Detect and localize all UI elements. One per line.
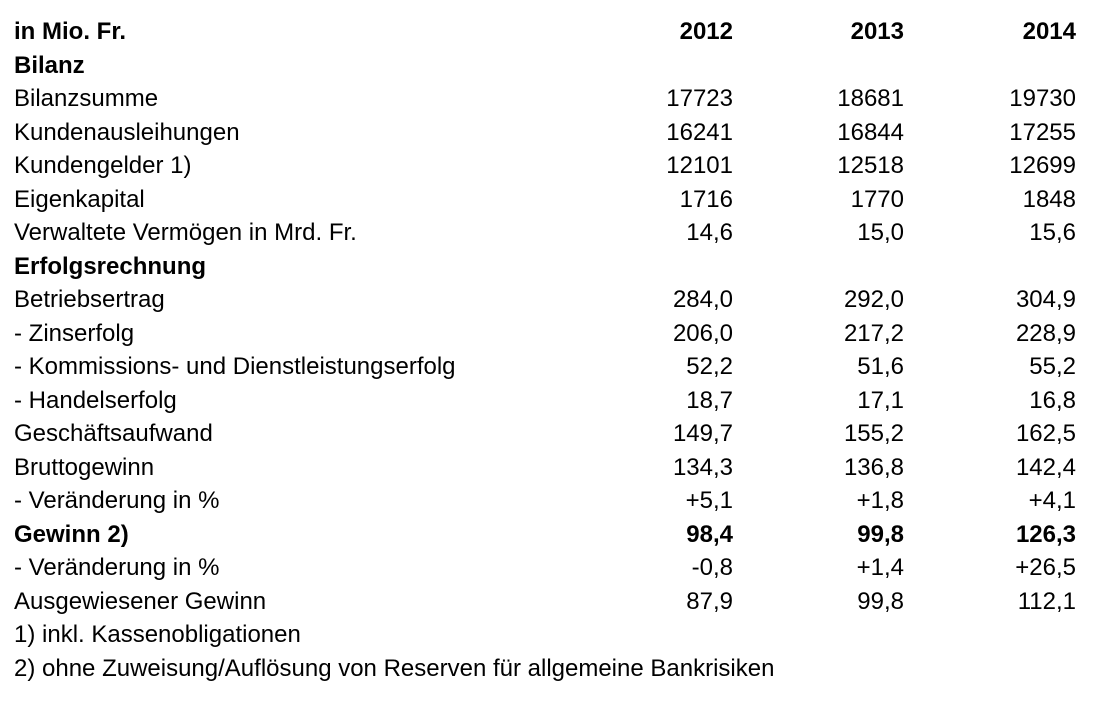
footnote-1: 1) inkl. Kassenobligationen — [14, 621, 301, 648]
value-cell-2014: 17255 — [1009, 118, 1076, 146]
value-cell-2013: 17,1 — [857, 386, 904, 414]
value-cell-2013: 99,8 — [857, 520, 904, 548]
section-header-row: Bilanz — [14, 49, 1076, 83]
value-cell-2012: 16241 — [666, 118, 733, 146]
row-label: - Handelserfolg — [14, 386, 177, 414]
value-cell-2012: 1716 — [679, 185, 733, 213]
value-cell-2012: 52,2 — [686, 353, 733, 381]
value-cell-2014: +26,5 — [1015, 554, 1076, 582]
row-label: Kundengelder 1) — [14, 152, 192, 180]
table-row: Gewinn 2) 98,4 99,8 126,3 — [14, 518, 1076, 552]
year-header-2013: 2013 — [850, 18, 904, 46]
value-cell-2014: +4,1 — [1028, 487, 1076, 515]
value-cell-2014: 112,1 — [1017, 587, 1076, 615]
table-row: - Zinserfolg 206,0 217,2 228,9 — [14, 317, 1076, 351]
value-cell-2013: 51,6 — [857, 353, 904, 381]
unit-label: in Mio. Fr. — [14, 18, 126, 46]
value-cell-2012 — [562, 250, 733, 284]
year-header-2012: 2012 — [679, 18, 733, 46]
row-label: Eigenkapital — [14, 185, 145, 213]
row-label: Bilanzsumme — [14, 85, 159, 113]
value-cell-2013 — [733, 49, 904, 83]
table-row: Eigenkapital 1716 1770 1848 — [14, 183, 1076, 217]
value-cell-2014: 142,4 — [1015, 453, 1076, 481]
value-cell-2013: 1770 — [850, 185, 904, 213]
value-cell-2012: 87,9 — [686, 587, 733, 615]
value-cell-2012: -0,8 — [691, 554, 733, 582]
table-row: Ausgewiesener Gewinn 87,9 99,8 112,1 — [14, 585, 1076, 619]
value-cell-2013: 155,2 — [843, 420, 904, 448]
row-label: Bruttogewinn — [14, 453, 155, 481]
row-label: Verwaltete Vermögen in Mrd. Fr. — [14, 219, 357, 247]
value-cell-2014: 16,8 — [1029, 386, 1076, 414]
value-cell-2012: 18,7 — [686, 386, 733, 414]
row-label: - Kommissions- und Dienstleistungserfolg — [14, 353, 456, 381]
header-row: in Mio. Fr. 2012 2013 2014 — [14, 15, 1076, 49]
value-cell-2014 — [904, 250, 1076, 284]
value-cell-2012: 17723 — [666, 85, 733, 113]
section-title: Bilanz — [14, 51, 85, 79]
value-cell-2014: 304,9 — [1015, 286, 1076, 314]
value-cell-2013: 16844 — [837, 118, 904, 146]
table-row: - Veränderung in % +5,1 +1,8 +4,1 — [14, 484, 1076, 518]
value-cell-2012 — [562, 49, 733, 83]
value-cell-2013: 18681 — [837, 85, 904, 113]
value-cell-2012: 14,6 — [686, 219, 733, 247]
value-cell-2013: 136,8 — [843, 453, 904, 481]
value-cell-2013: 292,0 — [843, 286, 904, 314]
value-cell-2014: 12699 — [1009, 152, 1076, 180]
financial-table: in Mio. Fr. 2012 2013 2014 Bilanz Bilanzs… — [14, 15, 1076, 618]
year-header-2014: 2014 — [1022, 18, 1076, 46]
section-header-row: Erfolgsrechnung — [14, 250, 1076, 284]
value-cell-2013: 15,0 — [857, 219, 904, 247]
row-label: Ausgewiesener Gewinn — [14, 587, 267, 615]
table-row: - Kommissions- und Dienstleistungserfolg… — [14, 350, 1076, 384]
value-cell-2012: 12101 — [666, 152, 733, 180]
value-cell-2014 — [904, 49, 1076, 83]
footnotes: 1) inkl. Kassenobligationen 2) ohne Zuwe… — [14, 618, 774, 685]
value-cell-2014: 55,2 — [1029, 353, 1076, 381]
value-cell-2013: +1,8 — [856, 487, 904, 515]
value-cell-2012: 206,0 — [672, 319, 733, 347]
value-cell-2012: 284,0 — [672, 286, 733, 314]
value-cell-2013: 217,2 — [843, 319, 904, 347]
value-cell-2013: +1,4 — [856, 554, 904, 582]
row-label: Kundenausleihungen — [14, 118, 240, 146]
value-cell-2014: 1848 — [1022, 185, 1076, 213]
value-cell-2012: 134,3 — [672, 453, 733, 481]
table-row: Betriebsertrag 284,0 292,0 304,9 — [14, 283, 1076, 317]
value-cell-2014: 162,5 — [1015, 420, 1076, 448]
row-label: Betriebsertrag — [14, 286, 165, 314]
value-cell-2013 — [733, 250, 904, 284]
row-label: Geschäftsaufwand — [14, 420, 213, 448]
value-cell-2012: 98,4 — [686, 520, 733, 548]
value-cell-2012: 149,7 — [672, 420, 733, 448]
row-label: - Veränderung in % — [14, 487, 220, 515]
value-cell-2014: 228,9 — [1015, 319, 1076, 347]
section-title: Erfolgsrechnung — [14, 252, 207, 280]
row-label: Gewinn 2) — [14, 520, 129, 548]
table-row: - Handelserfolg 18,7 17,1 16,8 — [14, 384, 1076, 418]
table-row: Kundengelder 1) 12101 12518 12699 — [14, 149, 1076, 183]
value-cell-2014: 15,6 — [1029, 219, 1076, 247]
row-label: - Zinserfolg — [14, 319, 135, 347]
value-cell-2013: 12518 — [837, 152, 904, 180]
table-row: - Veränderung in % -0,8 +1,4 +26,5 — [14, 551, 1076, 585]
table-row: Kundenausleihungen 16241 16844 17255 — [14, 116, 1076, 150]
value-cell-2014: 126,3 — [1015, 520, 1076, 548]
value-cell-2012: +5,1 — [685, 487, 733, 515]
row-label: - Veränderung in % — [14, 554, 220, 582]
value-cell-2014: 19730 — [1009, 85, 1076, 113]
table-row: Bilanzsumme 17723 18681 19730 — [14, 82, 1076, 116]
table-row: Verwaltete Vermögen in Mrd. Fr. 14,6 15,0 1… — [14, 216, 1076, 250]
table-row: Bruttogewinn 134,3 136,8 142,4 — [14, 451, 1076, 485]
table-row: Geschäftsaufwand 149,7 155,2 162,5 — [14, 417, 1076, 451]
value-cell-2013: 99,8 — [857, 587, 904, 615]
footnote-2: 2) ohne Zuweisung/Auflösung von Reserven… — [14, 654, 775, 682]
table-body: Bilanz Bilanzsumme 17723 18681 19730 Kundenau… — [14, 49, 1076, 619]
